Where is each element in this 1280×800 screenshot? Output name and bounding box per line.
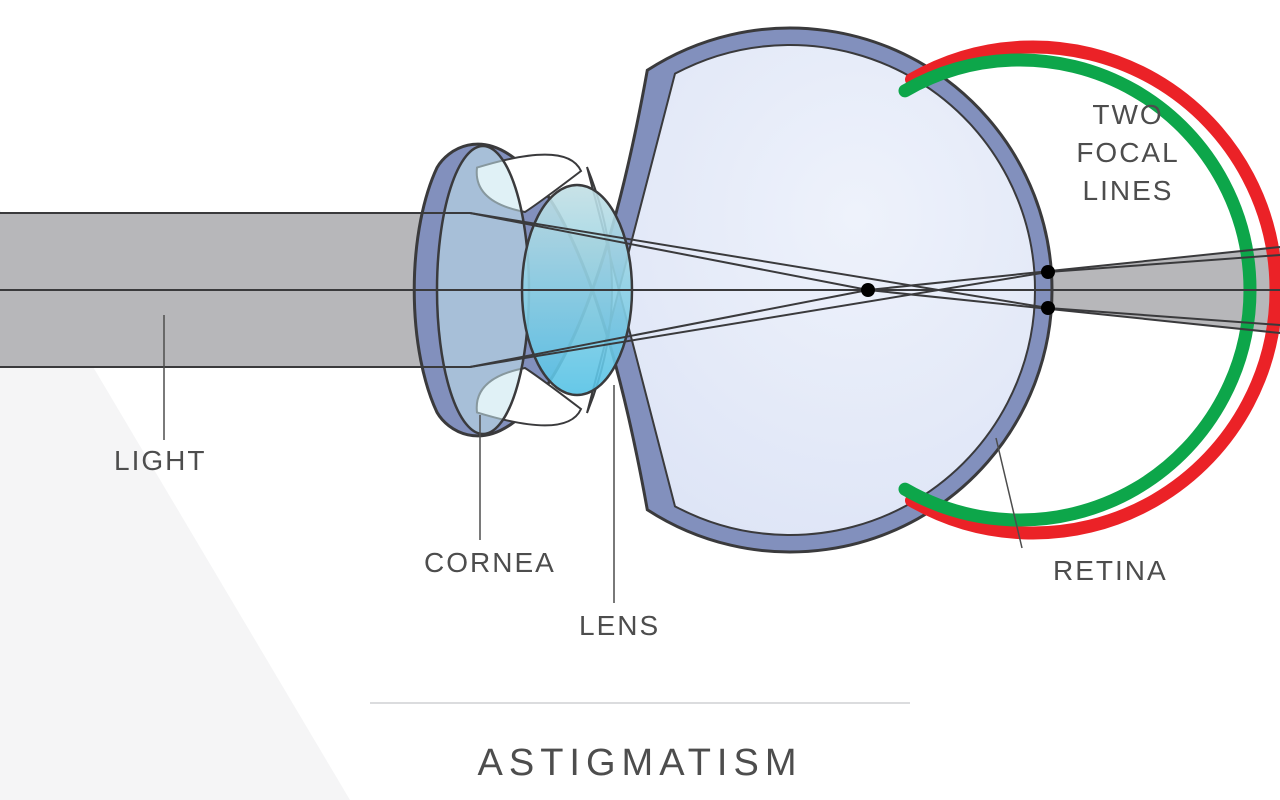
diagram-title: ASTIGMATISM (478, 742, 803, 784)
label-light: LIGHT (114, 445, 206, 476)
focal-point (1041, 301, 1055, 315)
label-retina: RETINA (1053, 555, 1168, 586)
focal-point (1041, 265, 1055, 279)
label-lens: LENS (579, 610, 660, 641)
focal-point (861, 283, 875, 297)
label-cornea: CORNEA (424, 547, 556, 578)
